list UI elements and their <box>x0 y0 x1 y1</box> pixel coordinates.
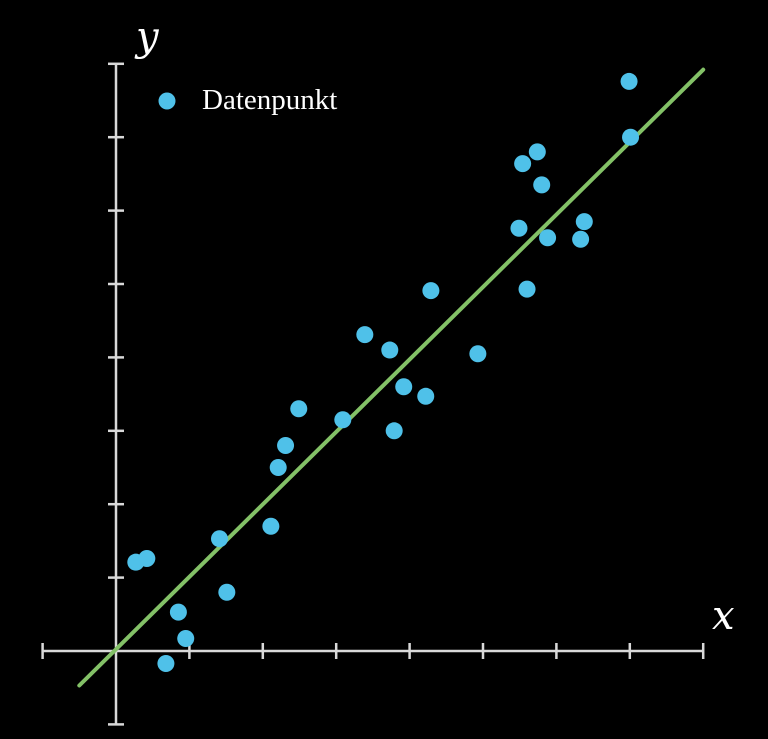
data-point <box>395 378 413 396</box>
x-axis-ticks <box>41 643 705 659</box>
data-point <box>177 630 195 648</box>
legend: Datenpunkt <box>158 84 337 116</box>
data-point <box>422 282 440 300</box>
data-point <box>539 229 557 247</box>
data-point <box>469 345 487 363</box>
x-axis-label: x <box>712 593 735 639</box>
data-point <box>269 459 287 476</box>
fit-line-layer <box>77 67 706 688</box>
data-point <box>622 128 640 146</box>
data-point <box>290 400 308 418</box>
data-point <box>575 213 593 231</box>
data-point <box>210 530 228 548</box>
data-point <box>620 72 638 90</box>
y-axis-ticks <box>108 62 124 726</box>
legend-label: Datenpunkt <box>202 84 337 116</box>
fit-line <box>77 67 706 688</box>
data-point <box>277 436 295 454</box>
data-point <box>157 654 175 672</box>
data-point <box>356 326 374 344</box>
data-point <box>510 219 528 237</box>
y-axis-label: y <box>134 14 160 60</box>
data-point <box>169 603 187 621</box>
data-point <box>572 230 590 248</box>
data-point <box>218 583 236 601</box>
legend-marker <box>158 92 176 110</box>
data-point <box>334 411 352 429</box>
data-point <box>514 155 532 173</box>
data-point <box>381 341 399 359</box>
data-point <box>262 517 280 535</box>
data-point <box>385 422 403 440</box>
data-point <box>417 387 435 405</box>
data-point <box>528 143 546 161</box>
data-point <box>533 176 551 194</box>
data-point <box>138 550 156 568</box>
data-points-layer <box>127 72 640 672</box>
axes <box>41 62 705 726</box>
data-point <box>518 280 536 298</box>
